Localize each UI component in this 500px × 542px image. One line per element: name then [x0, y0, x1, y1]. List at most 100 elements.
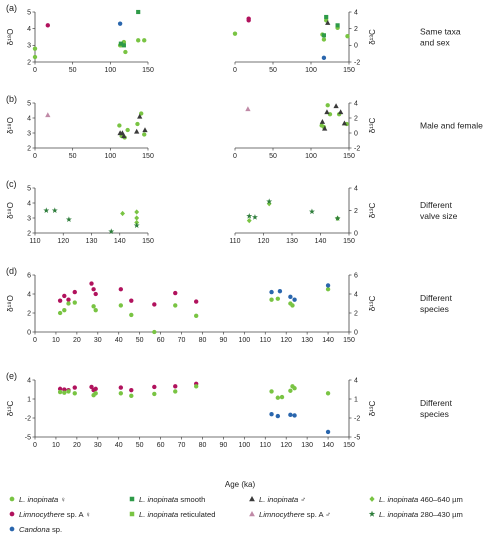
left-point-lf — [123, 49, 128, 55]
full-y-tick-label: 2 — [27, 310, 31, 317]
full-x-tick-label: 0 — [33, 442, 37, 449]
right-y-axis-label: δ¹³C — [368, 203, 377, 219]
panel-label: (e) — [6, 371, 17, 381]
left-point-lim — [45, 23, 50, 28]
right-right-y-tick-label: 0 — [354, 230, 358, 237]
full-x-tick-label: 30 — [94, 442, 102, 449]
left-x-tick-label: 120 — [57, 238, 69, 245]
full-point-can — [275, 413, 281, 419]
left-point-lf — [142, 132, 147, 137]
legend-item-can: Candona sp. — [9, 525, 62, 534]
right-point-lm — [341, 120, 348, 126]
right-point-can — [321, 55, 327, 61]
legend-marker-triangle — [249, 496, 255, 502]
right-point-lf — [345, 33, 350, 39]
right-point-l280 — [309, 208, 315, 215]
left-point-lsm — [118, 41, 123, 46]
left-y-axis-label: δ¹⁸O — [6, 202, 15, 219]
left-y-tick-label: 3 — [27, 130, 31, 137]
left-y-axis-label: δ¹⁸O — [6, 29, 15, 46]
right-x-tick-label: 100 — [305, 67, 317, 74]
right-y-axis-label: δ¹³C — [368, 118, 377, 134]
left-y-tick-label: 3 — [27, 43, 31, 50]
full-point-lim — [93, 291, 98, 297]
full-point-lim — [152, 302, 157, 307]
panel-side-label: species — [420, 409, 449, 419]
full-point-lf — [173, 389, 178, 394]
full-right-y-tick-label: 4 — [354, 291, 358, 298]
full-point-lf — [66, 389, 71, 394]
right-right-y-tick-label: 0 — [354, 130, 358, 137]
full-point-lim — [72, 289, 77, 295]
full-point-lim — [62, 293, 67, 299]
full-x-tick-label: 90 — [220, 442, 228, 449]
full-point-lf — [325, 287, 331, 292]
left-point-l280 — [108, 228, 115, 235]
left-point-lf — [125, 127, 130, 133]
full-point-can — [292, 413, 297, 418]
full-right-y-tick-label: -2 — [354, 415, 360, 422]
right-x-tick-label: 50 — [269, 153, 277, 160]
full-point-lim — [129, 298, 134, 303]
legend-label-italic: Candona — [19, 525, 50, 534]
full-point-lf — [275, 296, 281, 301]
full-x-tick-label: 60 — [157, 442, 165, 449]
full-point-lim — [72, 385, 77, 390]
left-point-l460 — [134, 209, 140, 215]
left-y-axis-label: δ¹⁸O — [6, 295, 15, 312]
right-y-axis-label: δ¹³C — [368, 29, 377, 45]
right-right-y-tick-label: 2 — [354, 26, 358, 33]
full-right-y-tick-label: 6 — [354, 272, 358, 279]
full-y-tick-label: -5 — [25, 434, 31, 441]
full-point-can — [269, 412, 274, 417]
legend-label-italic: L. inopinata — [139, 495, 178, 504]
full-point-lf — [152, 329, 157, 335]
panel-side-label: and sex — [420, 38, 451, 48]
right-point-l460 — [266, 201, 272, 207]
panel-label: (a) — [6, 3, 17, 13]
full-x-tick-label: 110 — [260, 442, 271, 449]
legend-label: L. inopinata 460–640 µm — [379, 495, 463, 504]
legend-label-italic: Limnocythere — [19, 510, 65, 519]
left-point-lf — [142, 38, 147, 43]
full-point-lf — [118, 391, 124, 396]
left-subplot: 110 120 130 140 150 2 3 4 5 δ¹⁸O — [6, 185, 154, 245]
full-x-tick-label: 150 — [343, 442, 355, 449]
full-y-tick-label: 4 — [27, 291, 31, 298]
left-x-tick-label: 110 — [29, 238, 40, 245]
panel-side-label: Male and female — [420, 121, 483, 131]
left-y-tick-label: 4 — [27, 115, 31, 122]
full-point-lf — [93, 391, 98, 396]
left-point-l280 — [133, 222, 140, 229]
right-point-lim — [246, 16, 251, 21]
full-point-can — [325, 429, 331, 435]
legend-label: Limnocythere sp. A ♀ — [19, 510, 91, 519]
full-x-tick-label: 150 — [343, 337, 355, 344]
full-y-tick-label: 0 — [27, 329, 31, 336]
full-right-y-tick-label: 4 — [354, 377, 358, 384]
full-point-lim — [91, 287, 96, 292]
right-x-tick-label: 0 — [233, 67, 237, 74]
panel-side-label: Different — [420, 398, 453, 408]
legend-marker-diamond — [369, 496, 375, 502]
legend-label-rest: sp. A ♀ — [65, 510, 91, 519]
full-point-lf — [173, 303, 178, 308]
left-point-l280 — [51, 207, 58, 214]
left-point-lsm — [121, 43, 126, 48]
right-right-y-tick-label: 4 — [354, 9, 358, 16]
left-x-tick-label: 50 — [69, 67, 77, 74]
left-y-tick-label: 2 — [27, 145, 31, 152]
right-point-lsm — [321, 33, 326, 38]
legend-item-lsm: L. inopinata smooth — [129, 495, 205, 504]
legend-label-rest: reticulated — [178, 510, 215, 519]
right-right-y-tick-label: 2 — [354, 115, 358, 122]
right-point-lf — [321, 37, 327, 42]
right-x-tick-label: 150 — [343, 153, 355, 160]
legend-label-rest: 280–430 µm — [418, 510, 462, 519]
left-point-lm — [142, 127, 148, 133]
left-y-axis-label: δ¹⁸O — [6, 117, 15, 134]
full-point-lf — [325, 391, 331, 396]
left-point-l280 — [43, 207, 50, 214]
